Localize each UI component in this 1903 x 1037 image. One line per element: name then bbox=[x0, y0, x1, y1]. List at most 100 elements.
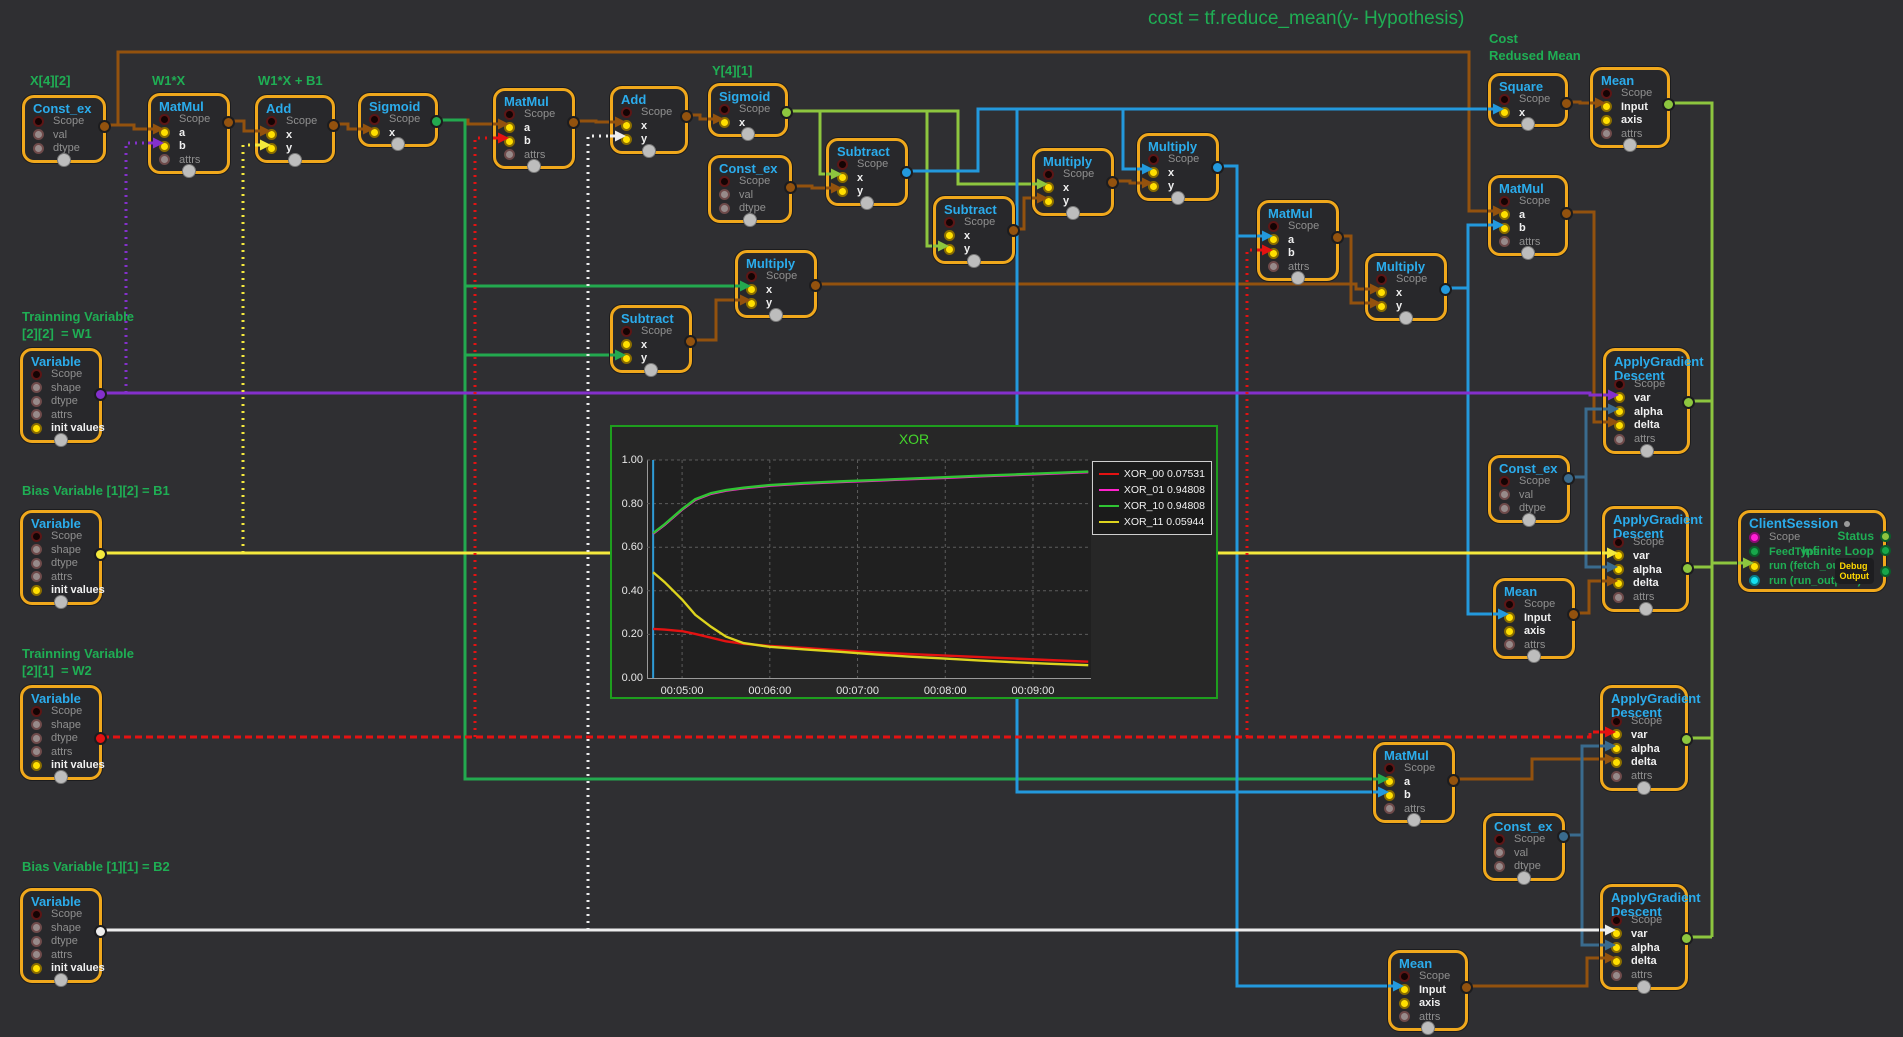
port-dot[interactable] bbox=[944, 216, 955, 228]
port-dot[interactable] bbox=[31, 949, 42, 960]
resize-handle[interactable] bbox=[1407, 813, 1421, 827]
resize-handle[interactable] bbox=[1291, 271, 1305, 285]
port-dot[interactable] bbox=[1611, 715, 1622, 727]
resize-handle[interactable] bbox=[644, 362, 658, 377]
port-dot[interactable] bbox=[1880, 565, 1891, 577]
port-dot[interactable] bbox=[31, 962, 42, 974]
port-dot[interactable] bbox=[1376, 273, 1387, 285]
port-dot[interactable] bbox=[31, 382, 42, 393]
port-dot[interactable] bbox=[1880, 530, 1891, 542]
output-port[interactable] bbox=[1331, 231, 1344, 244]
output-port[interactable] bbox=[1447, 774, 1460, 787]
port-dot[interactable] bbox=[1494, 860, 1505, 872]
port-dot[interactable] bbox=[1611, 914, 1622, 926]
port-dot[interactable] bbox=[266, 142, 277, 154]
port-dot[interactable] bbox=[504, 135, 515, 147]
port-dot[interactable] bbox=[159, 154, 170, 165]
port-dot[interactable] bbox=[1268, 234, 1279, 245]
output-port[interactable] bbox=[222, 116, 235, 129]
node-sub2[interactable]: Subtract Scope x y bbox=[933, 196, 1020, 268]
resize-handle[interactable] bbox=[1171, 190, 1185, 205]
port-dot[interactable] bbox=[1749, 575, 1760, 586]
port-dot[interactable] bbox=[1499, 502, 1510, 514]
port-dot[interactable] bbox=[1399, 997, 1410, 1009]
port-dot[interactable] bbox=[1399, 1011, 1410, 1022]
node-mult2[interactable]: Multiply Scope x y bbox=[1137, 133, 1224, 205]
port-dot[interactable] bbox=[1043, 182, 1054, 193]
port-dot[interactable] bbox=[1499, 222, 1510, 234]
node-mean2[interactable]: Mean Scope Input axis attrs bbox=[1493, 578, 1580, 663]
output-port[interactable] bbox=[1106, 176, 1119, 189]
port-dot[interactable] bbox=[31, 584, 42, 596]
port-dot[interactable] bbox=[1613, 564, 1624, 576]
node-client-session[interactable]: ClientSession Scope FeedType run (fetch_out… bbox=[1738, 510, 1891, 592]
port-dot[interactable] bbox=[31, 719, 42, 730]
node-mean1[interactable]: Mean Scope Input axis attrs bbox=[1590, 67, 1675, 152]
port-dot[interactable] bbox=[159, 113, 170, 125]
port-dot[interactable] bbox=[1880, 545, 1891, 556]
resize-handle[interactable] bbox=[288, 152, 302, 167]
resize-handle[interactable] bbox=[1517, 870, 1531, 885]
port-dot[interactable] bbox=[31, 544, 42, 555]
port-dot[interactable] bbox=[159, 140, 170, 152]
port-dot[interactable] bbox=[1504, 598, 1515, 610]
port-dot[interactable] bbox=[1148, 167, 1159, 178]
port-dot[interactable] bbox=[31, 557, 42, 569]
port-dot[interactable] bbox=[159, 127, 170, 138]
output-port[interactable] bbox=[1567, 608, 1580, 621]
port-dot[interactable] bbox=[31, 935, 42, 947]
port-dot[interactable] bbox=[1399, 970, 1410, 982]
output-port[interactable] bbox=[94, 732, 107, 745]
port-dot[interactable] bbox=[1268, 247, 1279, 259]
resize-handle[interactable] bbox=[54, 769, 68, 784]
port-dot[interactable] bbox=[369, 113, 380, 125]
port-dot[interactable] bbox=[266, 115, 277, 127]
port-dot[interactable] bbox=[1399, 984, 1410, 995]
port-dot[interactable] bbox=[31, 759, 42, 771]
node-sig1[interactable]: Sigmoid Scope x bbox=[358, 93, 443, 151]
resize-handle[interactable] bbox=[391, 137, 405, 151]
resize-handle[interactable] bbox=[860, 195, 874, 210]
node-const3[interactable]: Const_ex Scope val dtype bbox=[1488, 455, 1575, 527]
port-dot[interactable] bbox=[31, 409, 42, 420]
port-dot[interactable] bbox=[719, 117, 730, 128]
resize-handle[interactable] bbox=[1066, 205, 1080, 220]
node-matmul2[interactable]: MatMul Scope a b attrs bbox=[493, 88, 580, 173]
port-dot[interactable] bbox=[504, 122, 515, 133]
resize-handle[interactable] bbox=[54, 972, 68, 987]
port-dot[interactable] bbox=[1611, 743, 1622, 755]
resize-handle[interactable] bbox=[1521, 246, 1535, 260]
port-dot[interactable] bbox=[1611, 729, 1622, 741]
node-sub1[interactable]: Subtract Scope x y bbox=[826, 138, 913, 210]
port-dot[interactable] bbox=[1376, 287, 1387, 298]
node-var2[interactable]: Variable Scope shape dtype attrs init values bbox=[20, 510, 107, 609]
port-dot[interactable] bbox=[1749, 560, 1760, 572]
port-dot[interactable] bbox=[1148, 153, 1159, 165]
port-dot[interactable] bbox=[1614, 406, 1625, 418]
port-dot[interactable] bbox=[719, 175, 730, 187]
port-dot[interactable] bbox=[719, 103, 730, 115]
node-agd3[interactable]: ApplyGradient Descent Scope var alpha delta a… bbox=[1600, 685, 1701, 795]
port-dot[interactable] bbox=[746, 297, 757, 309]
output-port[interactable] bbox=[780, 106, 793, 119]
port-dot[interactable] bbox=[1043, 195, 1054, 207]
node-matmul4[interactable]: MatMul Scope a b attrs bbox=[1488, 175, 1573, 260]
port-dot[interactable] bbox=[837, 158, 848, 170]
resize-handle[interactable] bbox=[54, 432, 68, 447]
port-dot[interactable] bbox=[33, 115, 44, 127]
node-sig2[interactable]: Sigmoid Scope x bbox=[708, 83, 793, 141]
output-port[interactable] bbox=[1560, 97, 1573, 110]
resize-handle[interactable] bbox=[967, 253, 981, 268]
port-dot[interactable] bbox=[1376, 300, 1387, 312]
output-port[interactable] bbox=[327, 119, 340, 132]
port-dot[interactable] bbox=[504, 108, 515, 120]
node-agd1[interactable]: ApplyGradient Descent Scope var alpha delta a… bbox=[1603, 348, 1704, 458]
port-dot[interactable] bbox=[837, 172, 848, 183]
port-dot[interactable] bbox=[1499, 195, 1510, 207]
node-const1[interactable]: Const_ex Scope val dtype bbox=[22, 95, 111, 167]
node-var3[interactable]: Variable Scope shape dtype attrs init values bbox=[20, 685, 107, 784]
port-dot[interactable] bbox=[1611, 969, 1622, 981]
port-dot[interactable] bbox=[1601, 87, 1612, 99]
resize-handle[interactable] bbox=[1623, 138, 1637, 152]
output-port[interactable] bbox=[1681, 562, 1694, 575]
